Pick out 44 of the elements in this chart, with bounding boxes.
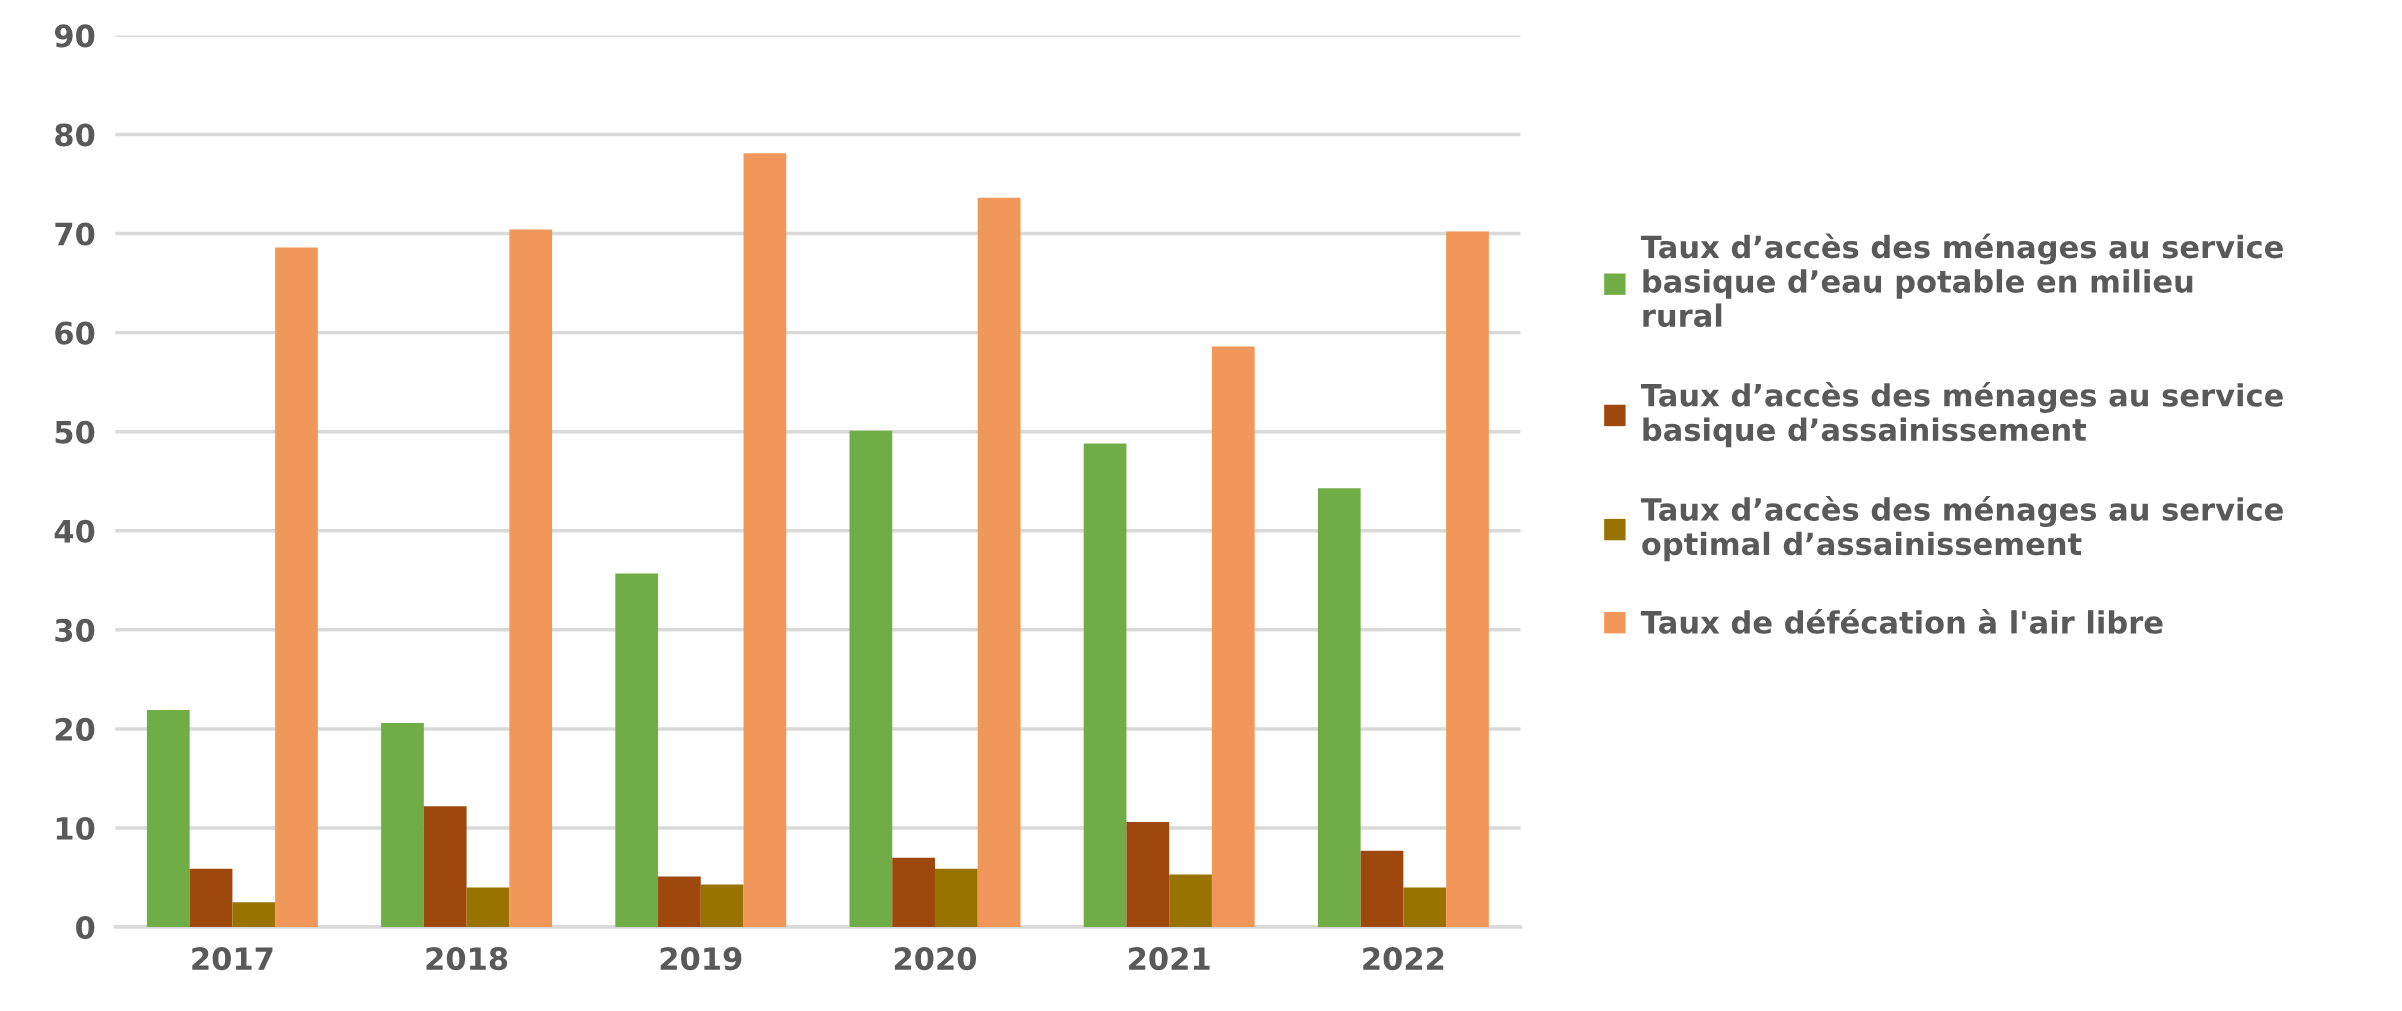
y-tick-label: 80 [55,123,95,147]
bar [189,868,233,928]
y-tick-label: 20 [55,717,95,741]
bar [146,710,190,928]
bar [423,806,467,928]
bar [934,868,978,928]
y-tick-label: 90 [54,24,95,48]
bar [466,887,510,928]
x-tick-label: 2022 [1363,947,1444,971]
x-tick-label: 2017 [192,947,273,971]
y-tick-label: 70 [55,222,95,246]
y-tick-label: 40 [54,519,95,543]
y-tick-label: 0 [76,916,95,940]
bar [1211,346,1255,928]
bar [1446,231,1489,928]
bar [381,722,424,928]
x-tick-label: 2021 [1129,947,1210,971]
bar [892,857,935,928]
bar [1126,822,1170,928]
y-tick-label: 30 [55,618,95,642]
legend-label: Taux d’accès des ménages au service basique d’eau potable en milieu rural [1640,233,2283,328]
bar [509,229,553,928]
x-tick-label: 2018 [426,947,508,971]
bar [743,153,787,928]
y-tick-label: 60 [55,321,95,345]
bar [1360,850,1404,928]
bar [1317,488,1361,928]
legend-label: Taux d’accès des ménages au service optimal d’assainissement [1640,496,2283,562]
bar [1083,443,1127,928]
bar [849,430,893,928]
bar [232,902,276,928]
bar [615,573,659,928]
bar [275,247,318,928]
legend-label: Taux de défécation à l'air libre [1640,608,2163,634]
legend-label: Taux d’accès des ménages au service basique d’assainissement [1640,381,2283,448]
bar [1403,887,1447,928]
y-tick-label: 10 [56,816,95,841]
x-tick-label: 2020 [894,947,977,971]
y-tick-label: 50 [55,420,95,444]
bar [977,197,1021,928]
bar [700,884,744,928]
bar [658,876,701,928]
x-tick-label: 2019 [660,947,742,971]
bar [1169,874,1212,928]
